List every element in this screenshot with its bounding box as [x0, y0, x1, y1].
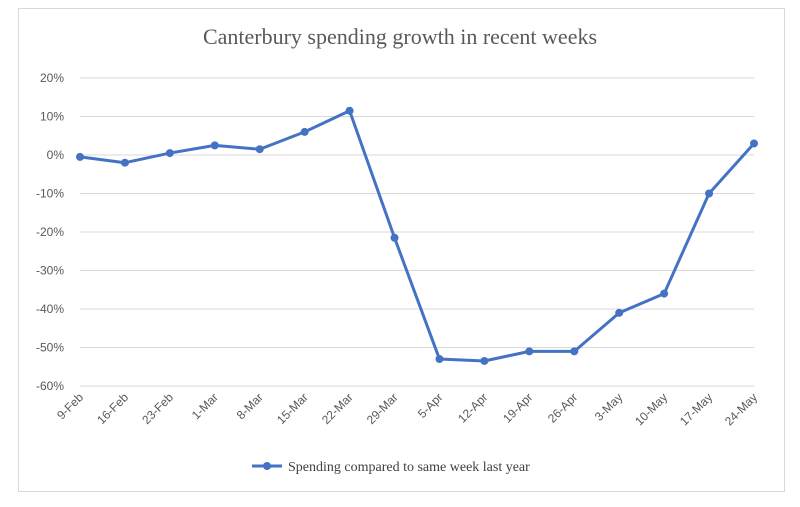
- data-point: [750, 139, 758, 148]
- series-layer: [76, 106, 758, 365]
- y-tick-label: -40%: [36, 302, 64, 316]
- y-tick-label: -60%: [36, 379, 64, 393]
- y-tick-label: -10%: [36, 187, 64, 201]
- x-tick-label: 19-Apr: [500, 390, 535, 425]
- data-point: [165, 149, 174, 158]
- data-point: [525, 347, 534, 356]
- data-point: [615, 308, 624, 317]
- data-point: [345, 106, 354, 115]
- data-point: [570, 347, 579, 356]
- y-tick-label: 10%: [40, 110, 64, 124]
- x-tick-label: 17-May: [677, 390, 715, 428]
- data-point: [705, 189, 714, 198]
- x-tick-label: 1-Mar: [189, 390, 221, 422]
- legend-marker: [263, 462, 271, 470]
- x-tick-label: 9-Feb: [54, 390, 86, 422]
- data-point: [76, 152, 84, 161]
- data-point: [120, 158, 129, 167]
- x-tick-label: 22-Mar: [319, 390, 356, 427]
- y-tick-label: 0%: [47, 148, 65, 162]
- x-tick-label: 23-Feb: [139, 390, 176, 427]
- data-point: [435, 355, 444, 364]
- chart-title: Canterbury spending growth in recent wee…: [202, 24, 598, 49]
- chart-frame: [18, 8, 785, 492]
- x-tick-label: 26-Apr: [545, 390, 580, 425]
- y-tick-label: 20%: [40, 71, 64, 85]
- gridlines: [80, 77, 754, 387]
- data-point: [255, 145, 264, 154]
- x-tick-label: 16-Feb: [94, 390, 131, 427]
- series-line: [79, 109, 756, 363]
- x-tick-label: 15-Mar: [274, 390, 311, 427]
- data-point: [480, 356, 489, 365]
- data-point: [300, 127, 309, 136]
- x-tick-label: 12-Apr: [455, 390, 490, 425]
- x-tick-label: 10-May: [632, 390, 670, 428]
- x-tick-label: 5-Apr: [415, 390, 446, 421]
- data-point: [660, 289, 669, 298]
- y-tick-label: -50%: [36, 341, 64, 355]
- data-point: [210, 141, 219, 150]
- y-tick-label: -20%: [36, 225, 64, 239]
- x-axis-ticks: 9-Feb 16-Feb 23-Feb 1-Mar 8-Mar 15-Mar 22-Mar 2…: [54, 390, 760, 428]
- legend: Spending compared to same week last year: [252, 460, 530, 475]
- x-tick-label: 24-May: [722, 390, 760, 428]
- x-tick-label: 29-Mar: [364, 390, 401, 427]
- y-axis-ticks: 20% 10% 0% -10% -20% -30% -40% -50% -60%: [36, 71, 64, 393]
- x-tick-label: 3-May: [592, 390, 625, 423]
- data-point: [390, 233, 399, 242]
- x-tick-label: 8-Mar: [234, 390, 266, 422]
- legend-entry-label: Spending compared to same week last year: [288, 460, 530, 475]
- y-tick-label: -30%: [36, 264, 64, 278]
